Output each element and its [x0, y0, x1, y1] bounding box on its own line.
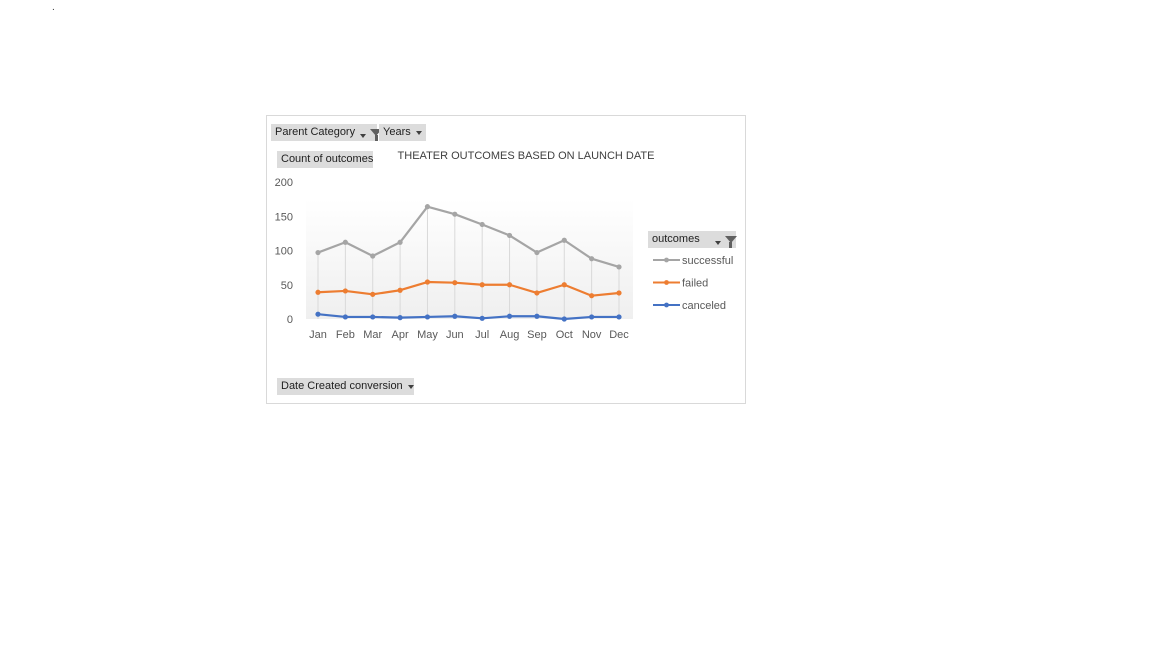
data-point-failed	[315, 289, 321, 295]
pivot-chart[interactable]: Parent Category Years Count of outcomes …	[266, 115, 746, 404]
data-point-successful	[589, 256, 595, 262]
legend-field-button[interactable]: outcomes	[648, 231, 737, 248]
x-tick-label: Sep	[527, 329, 547, 341]
filter-funnel-icon	[370, 129, 383, 141]
data-point-canceled	[589, 314, 595, 320]
legend-label-successful: successful	[682, 255, 733, 267]
dropdown-caret-icon	[415, 130, 422, 135]
x-tick-label: Aug	[500, 329, 520, 341]
years-label: Years	[383, 126, 411, 138]
data-point-successful	[315, 249, 321, 256]
data-point-successful	[506, 232, 513, 239]
data-point-failed	[424, 279, 431, 285]
line-chart-plot: THEATER OUTCOMES BASED ON LAUNCH DATE 0 5…	[275, 150, 734, 341]
x-tick-label: Apr	[392, 329, 409, 341]
x-tick-label: Jun	[446, 329, 464, 341]
series-line-canceled	[317, 313, 619, 321]
filter-funnel-icon	[724, 236, 737, 248]
data-point-successful	[452, 211, 458, 217]
axis-field-button[interactable]: Date Created conversion	[277, 378, 414, 395]
data-point-failed	[506, 282, 513, 288]
x-tick-label: Jul	[475, 329, 489, 341]
legend-label-canceled: canceled	[682, 300, 726, 312]
x-tick-label: Dec	[609, 329, 629, 341]
x-tick-label: Mar	[363, 329, 382, 341]
data-point-successful	[561, 237, 567, 243]
dropdown-caret-icon	[360, 133, 367, 138]
legend-marker-failed	[664, 280, 669, 285]
data-point-canceled	[616, 314, 622, 320]
data-point-successful	[370, 253, 376, 259]
y-tick-label: 100	[275, 246, 293, 258]
parent-category-label: Parent Category	[275, 126, 356, 138]
legend-marker-canceled	[664, 302, 669, 308]
data-point-canceled	[506, 313, 513, 319]
x-tick-label: Oct	[556, 329, 573, 341]
plot-area	[306, 199, 633, 319]
data-point-canceled	[424, 314, 431, 320]
data-point-failed	[397, 287, 403, 293]
legend-marker-successful	[664, 257, 669, 263]
data-point-failed	[452, 280, 458, 286]
data-point-failed	[479, 282, 485, 288]
data-point-canceled	[534, 313, 540, 319]
data-point-canceled	[342, 314, 348, 320]
y-tick-label: 150	[275, 211, 293, 223]
dropdown-caret-icon	[407, 384, 414, 389]
data-point-canceled	[479, 315, 485, 321]
y-tick-label: 50	[281, 280, 293, 292]
data-point-successful	[397, 239, 403, 245]
dropdown-caret-icon	[714, 240, 721, 245]
x-tick-label: Jan	[309, 329, 327, 341]
y-tick-label: 0	[287, 314, 293, 326]
value-field-button[interactable]: Count of outcomes	[277, 151, 373, 168]
stray-dot: .	[52, 2, 55, 13]
data-point-successful	[479, 221, 485, 228]
data-point-failed	[589, 293, 595, 299]
data-point-successful	[424, 204, 431, 210]
years-filter-button[interactable]: Years	[379, 124, 426, 141]
data-point-successful	[534, 249, 540, 256]
series-line-successful	[317, 205, 620, 268]
parent-category-filter-button[interactable]: Parent Category	[271, 124, 383, 141]
data-point-canceled	[370, 314, 376, 320]
axis-field-label: Date Created conversion	[281, 380, 403, 392]
value-field-label: Count of outcomes	[281, 153, 374, 165]
data-point-canceled	[452, 313, 458, 319]
y-tick-label: 200	[275, 177, 293, 189]
data-point-successful	[342, 239, 348, 245]
data-point-failed	[616, 290, 622, 296]
data-point-canceled	[397, 315, 403, 321]
x-tick-label: May	[417, 329, 438, 341]
x-tick-label: Feb	[336, 329, 355, 341]
data-point-canceled	[315, 311, 321, 317]
data-point-failed	[561, 282, 567, 288]
data-point-canceled	[561, 316, 567, 322]
data-point-successful	[616, 264, 622, 270]
series-line-failed	[317, 280, 620, 297]
data-point-failed	[342, 288, 348, 294]
x-tick-label: Nov	[582, 329, 602, 341]
data-point-failed	[370, 291, 376, 297]
legend-label-failed: failed	[682, 278, 708, 290]
legend-field-label: outcomes	[652, 233, 700, 245]
data-point-failed	[534, 290, 540, 296]
chart-title: THEATER OUTCOMES BASED ON LAUNCH DATE	[398, 150, 655, 162]
